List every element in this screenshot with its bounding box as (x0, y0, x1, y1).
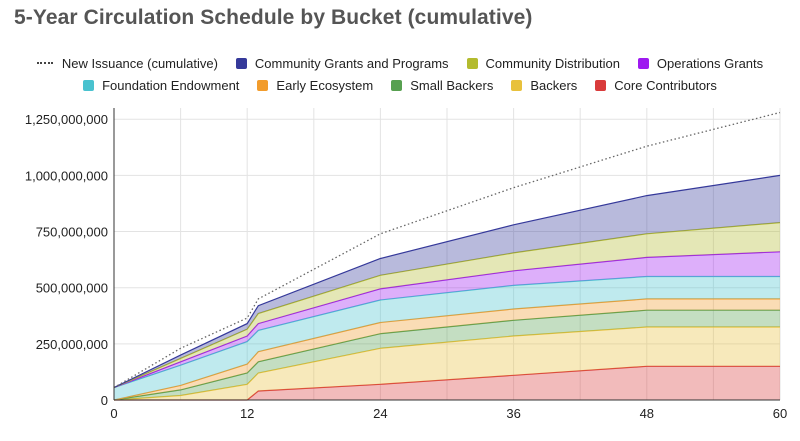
color-swatch-icon (637, 57, 649, 69)
area-backers (114, 327, 780, 400)
legend-item-community-distribution[interactable]: Community Distribution (466, 55, 620, 71)
line-early-ecosystem (113, 298, 780, 401)
legend-label: Core Contributors (614, 77, 717, 93)
legend-label: Community Distribution (485, 55, 620, 71)
line-operations-grants (113, 251, 781, 389)
area-core-contributors (114, 366, 780, 400)
legend: New Issuance (cumulative) Community Gran… (0, 52, 800, 96)
legend-item-foundation-endowment[interactable]: Foundation Endowment (83, 78, 239, 93)
dotted-line-icon (36, 62, 53, 64)
line-community-grants-and-programs (113, 174, 781, 389)
line-community-distribution (113, 222, 781, 389)
area-early-ecosystem (114, 298, 780, 400)
x-tick-label: 24 (373, 406, 387, 421)
area-community-distribution (114, 222, 780, 388)
legend-label: Early Ecosystem (276, 77, 374, 93)
y-tick-label: 250,000,000 (36, 337, 108, 352)
legend-row-1: New Issuance (cumulative) Community Gran… (0, 52, 800, 74)
y-tick-label: 500,000,000 (36, 281, 108, 296)
y-tick-label: 1,000,000,000 (25, 168, 108, 183)
chart-title: 5-Year Circulation Schedule by Bucket (c… (14, 6, 533, 29)
legend-label: Community Grants and Programs (254, 55, 449, 71)
area-small-backers (114, 310, 780, 400)
color-swatch-icon (511, 79, 523, 91)
x-tick-label: 12 (240, 406, 254, 421)
color-swatch-icon (83, 79, 95, 91)
legend-label: Small Backers (410, 77, 494, 93)
color-swatch-icon (235, 57, 247, 69)
x-tick-label: 36 (506, 406, 520, 421)
legend-label: Backers (530, 77, 578, 93)
x-tick-label: 0 (110, 406, 117, 421)
y-tick-label: 1,250,000,000 (25, 112, 108, 127)
color-swatch-icon (391, 79, 403, 91)
legend-item-backers[interactable]: Backers (511, 78, 577, 93)
x-tick-label: 60 (773, 406, 787, 421)
color-swatch-icon (257, 79, 269, 91)
x-tick-label: 48 (640, 406, 654, 421)
legend-item-core-contributors[interactable]: Core Contributors (595, 78, 717, 93)
legend-item-early-ecosystem[interactable]: Early Ecosystem (257, 78, 373, 93)
legend-item-small-backers[interactable]: Small Backers (391, 78, 493, 93)
legend-row-2: Foundation Endowment Early Ecosystem Sma… (0, 74, 800, 96)
line-backers (113, 326, 780, 401)
line-new-issuance (113, 111, 781, 389)
legend-item-operations-grants[interactable]: Operations Grants (637, 55, 764, 71)
y-tick-label: 0 (101, 393, 108, 408)
area-community-grants-and-programs (114, 175, 780, 388)
line-small-backers (113, 309, 780, 401)
area-operations-grants (114, 251, 780, 388)
legend-label: New Issuance (cumulative) (61, 55, 218, 71)
legend-item-community-grants[interactable]: Community Grants and Programs (235, 55, 449, 71)
area-foundation-endowment (114, 276, 780, 400)
legend-label: Operations Grants (656, 55, 764, 71)
y-tick-label: 750,000,000 (36, 225, 108, 240)
line-foundation-endowment (113, 275, 780, 389)
legend-item-new-issuance[interactable]: New Issuance (cumulative) (36, 55, 218, 71)
color-swatch-icon (595, 79, 607, 91)
color-swatch-icon (466, 57, 478, 69)
legend-label: Foundation Endowment (102, 77, 240, 93)
